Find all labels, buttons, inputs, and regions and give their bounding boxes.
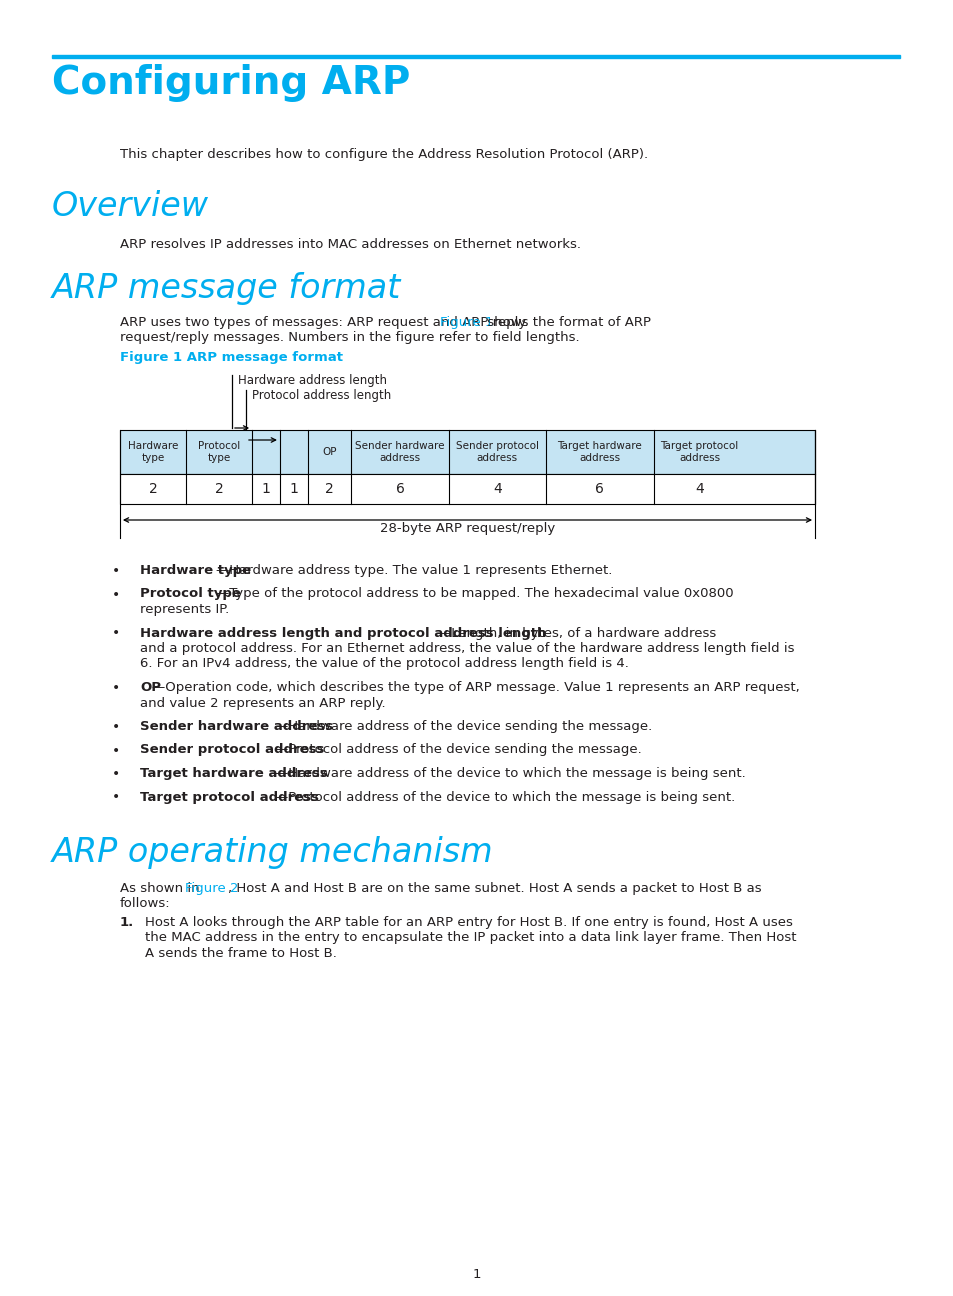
Text: 2: 2	[214, 482, 223, 496]
Text: —Length, in bytes, of a hardware address: —Length, in bytes, of a hardware address	[437, 626, 716, 639]
Text: ARP message format: ARP message format	[52, 272, 401, 305]
Text: •: •	[112, 744, 120, 757]
Text: Sender hardware address: Sender hardware address	[140, 721, 333, 734]
Text: 28-byte ARP request/reply: 28-byte ARP request/reply	[379, 522, 555, 535]
Text: Hardware address length: Hardware address length	[237, 375, 387, 388]
Text: •: •	[112, 564, 120, 578]
Text: Configuring ARP: Configuring ARP	[52, 64, 410, 102]
Text: As shown in: As shown in	[120, 883, 204, 896]
Text: Target protocol
address: Target protocol address	[659, 441, 738, 463]
Text: ARP uses two types of messages: ARP request and ARP reply.: ARP uses two types of messages: ARP requ…	[120, 316, 532, 329]
Text: Hardware type: Hardware type	[140, 564, 251, 577]
Text: 6. For an IPv4 address, the value of the protocol address length field is 4.: 6. For an IPv4 address, the value of the…	[140, 657, 628, 670]
Text: 1: 1	[473, 1267, 480, 1280]
Text: represents IP.: represents IP.	[140, 603, 229, 616]
Text: and a protocol address. For an Ethernet address, the value of the hardware addre: and a protocol address. For an Ethernet …	[140, 642, 794, 654]
Text: —Protocol address of the device sending the message.: —Protocol address of the device sending …	[274, 744, 640, 757]
Text: This chapter describes how to configure the Address Resolution Protocol (ARP).: This chapter describes how to configure …	[120, 148, 647, 161]
Text: Sender hardware
address: Sender hardware address	[355, 441, 444, 463]
Text: 6: 6	[595, 482, 603, 496]
Bar	[120, 474, 814, 504]
Text: Protocol
type: Protocol type	[197, 441, 240, 463]
Text: Overview: Overview	[52, 191, 209, 223]
Bar	[120, 430, 814, 474]
Text: 1: 1	[289, 482, 298, 496]
Text: 2: 2	[325, 482, 334, 496]
Text: Protocol address length: Protocol address length	[252, 389, 391, 402]
Text: —Hardware address of the device to which the message is being sent.: —Hardware address of the device to which…	[274, 767, 744, 780]
Text: —Operation code, which describes the type of ARP message. Value 1 represents an : —Operation code, which describes the typ…	[152, 680, 799, 693]
Text: Figure 1: Figure 1	[439, 316, 493, 329]
Text: —Hardware address type. The value 1 represents Ethernet.: —Hardware address type. The value 1 repr…	[215, 564, 612, 577]
Text: Figure 1 ARP message format: Figure 1 ARP message format	[120, 351, 343, 364]
Text: •: •	[112, 626, 120, 640]
Text: ARP operating mechanism: ARP operating mechanism	[52, 836, 493, 870]
Text: •: •	[112, 767, 120, 781]
Text: ARP resolves IP addresses into MAC addresses on Ethernet networks.: ARP resolves IP addresses into MAC addre…	[120, 238, 580, 251]
Text: Sender protocol address: Sender protocol address	[140, 744, 324, 757]
Text: •: •	[112, 791, 120, 805]
Text: Sender protocol
address: Sender protocol address	[456, 441, 538, 463]
Text: •: •	[112, 721, 120, 734]
Text: •: •	[112, 587, 120, 601]
Text: 6: 6	[395, 482, 404, 496]
Text: A sends the frame to Host B.: A sends the frame to Host B.	[145, 947, 336, 960]
Text: Target hardware address: Target hardware address	[140, 767, 328, 780]
Text: Host A looks through the ARP table for an ARP entry for Host B. If one entry is : Host A looks through the ARP table for a…	[145, 916, 792, 929]
Text: 4: 4	[493, 482, 501, 496]
Text: follows:: follows:	[120, 897, 171, 910]
Bar	[52, 54, 899, 58]
Text: request/reply messages. Numbers in the figure refer to field lengths.: request/reply messages. Numbers in the f…	[120, 330, 579, 343]
Text: Hardware address length and protocol address length: Hardware address length and protocol add…	[140, 626, 546, 639]
Text: —Type of the protocol address to be mapped. The hexadecimal value 0x0800: —Type of the protocol address to be mapp…	[215, 587, 733, 600]
Text: shows the format of ARP: shows the format of ARP	[482, 316, 651, 329]
Text: —Protocol address of the device to which the message is being sent.: —Protocol address of the device to which…	[274, 791, 734, 804]
Text: 4: 4	[695, 482, 703, 496]
Text: Target protocol address: Target protocol address	[140, 791, 318, 804]
Text: Figure 2: Figure 2	[185, 883, 238, 896]
Text: Hardware
type: Hardware type	[128, 441, 178, 463]
Text: Target hardware
address: Target hardware address	[557, 441, 641, 463]
Text: the MAC address in the entry to encapsulate the IP packet into a data link layer: the MAC address in the entry to encapsul…	[145, 932, 796, 945]
Text: 2: 2	[149, 482, 157, 496]
Text: and value 2 represents an ARP reply.: and value 2 represents an ARP reply.	[140, 696, 385, 709]
Text: 1.: 1.	[120, 916, 134, 929]
Text: 1: 1	[261, 482, 270, 496]
Text: , Host A and Host B are on the same subnet. Host A sends a packet to Host B as: , Host A and Host B are on the same subn…	[228, 883, 761, 896]
Text: —Hardware address of the device sending the message.: —Hardware address of the device sending …	[274, 721, 651, 734]
Text: Protocol type: Protocol type	[140, 587, 240, 600]
Text: OP: OP	[322, 447, 336, 457]
Text: OP: OP	[140, 680, 161, 693]
Text: •: •	[112, 680, 120, 695]
